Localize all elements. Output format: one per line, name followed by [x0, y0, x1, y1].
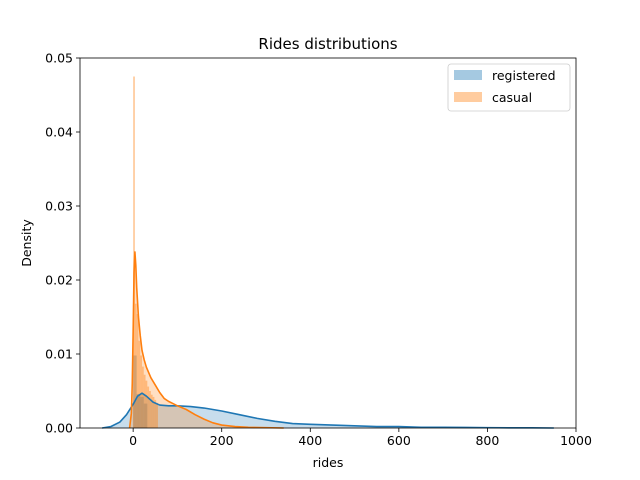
- x-tick-label: 0: [129, 433, 137, 448]
- kde-line-registered: [102, 392, 554, 429]
- y-tick-label: 0.02: [45, 273, 73, 288]
- x-tick-label: 1000: [560, 433, 592, 448]
- legend-box: [447, 63, 571, 112]
- legend-label-casual: casual: [492, 90, 532, 105]
- kde-area-casual: [129, 251, 284, 428]
- kde-line-casual: [128, 251, 284, 429]
- chart-title: Rides distributions: [258, 35, 397, 53]
- hist-bar-registered-1: [136, 393, 141, 428]
- y-tick-label: 0.00: [45, 421, 73, 436]
- y-axis: 0.00 0.01 0.02 0.03 0.04 0.05: [45, 51, 80, 436]
- x-tick-label: 400: [298, 433, 322, 448]
- y-tick-label: 0.04: [45, 125, 73, 140]
- kde-area-registered: [102, 393, 554, 428]
- hist-bar-casual-7: [145, 380, 148, 428]
- x-tick-label: 800: [475, 433, 499, 448]
- legend: registered casual: [447, 63, 571, 112]
- x-axis: 0 200 400 600 800 1000: [129, 428, 592, 448]
- hist-bar-casual-0: [133, 76, 135, 428]
- hist-bar-casual-1: [134, 303, 137, 428]
- y-tick-label: 0.01: [45, 347, 73, 362]
- hist-bar-casual-8: [147, 386, 150, 428]
- hist-bar-casual-2: [136, 314, 139, 428]
- hist-bar-casual-9: [149, 391, 151, 428]
- hist-bar-casual-13: [156, 402, 158, 428]
- hist-bar-registered-2: [140, 396, 144, 428]
- hist-bar-casual-6: [143, 374, 146, 428]
- legend-label-registered: registered: [492, 68, 556, 83]
- x-tick-label: 200: [210, 433, 234, 448]
- y-axis-label: Density: [19, 219, 34, 267]
- hist-bar-registered-0: [133, 355, 137, 428]
- hist-bar-casual-11: [152, 396, 155, 428]
- hist-bar-casual-10: [150, 394, 153, 428]
- hist-bar-casual-5: [142, 366, 144, 428]
- axes-frame: [79, 57, 577, 429]
- y-tick-label: 0.03: [45, 199, 73, 214]
- hist-bar-registered-3: [143, 403, 148, 428]
- x-tick-label: 600: [387, 433, 411, 448]
- plot-area: [102, 76, 554, 429]
- hist-bar-casual-3: [138, 340, 141, 428]
- hist-bar-casual-4: [140, 355, 142, 428]
- hist-bar-casual-12: [154, 399, 157, 428]
- legend-swatch-casual: [454, 92, 482, 102]
- y-tick-label: 0.05: [45, 51, 73, 66]
- legend-swatch-registered: [454, 70, 482, 80]
- x-axis-label: rides: [313, 455, 344, 470]
